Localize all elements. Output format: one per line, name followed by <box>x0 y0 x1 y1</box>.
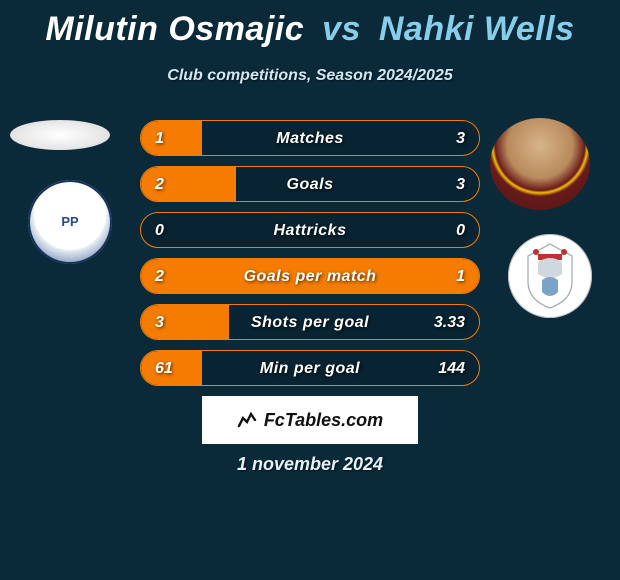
vs-separator: vs <box>322 10 361 48</box>
stats-panel: 1Matches32Goals30Hattricks02Goals per ma… <box>140 120 480 396</box>
stat-label: Matches <box>141 121 479 155</box>
stat-value-right: 0 <box>456 213 465 247</box>
player1-club-crest <box>28 180 112 264</box>
stat-row: 0Hattricks0 <box>140 212 480 248</box>
stat-label: Hattricks <box>141 213 479 247</box>
player1-avatar <box>10 120 110 150</box>
stat-row: 3Shots per goal3.33 <box>140 304 480 340</box>
stat-label: Shots per goal <box>141 305 479 339</box>
snapshot-date: 1 november 2024 <box>0 454 620 475</box>
stat-value-right: 3.33 <box>434 305 465 339</box>
player2-name: Nahki Wells <box>379 10 575 48</box>
stat-value-right: 144 <box>438 351 465 385</box>
stat-label: Goals <box>141 167 479 201</box>
player2-avatar <box>490 118 590 210</box>
player2-club-crest <box>508 234 592 318</box>
stat-value-right: 3 <box>456 121 465 155</box>
source-text: FcTables.com <box>264 410 383 430</box>
comparison-subtitle: Club competitions, Season 2024/2025 <box>0 67 620 85</box>
fctables-logo: FcTables.com <box>237 410 383 431</box>
stat-row: 1Matches3 <box>140 120 480 156</box>
stat-value-right: 1 <box>456 259 465 293</box>
stat-value-right: 3 <box>456 167 465 201</box>
comparison-title: Milutin Osmajic vs Nahki Wells <box>0 0 620 49</box>
stat-row: 61Min per goal144 <box>140 350 480 386</box>
player1-name: Milutin Osmajic <box>45 10 304 48</box>
stat-label: Min per goal <box>141 351 479 385</box>
stat-row: 2Goals per match1 <box>140 258 480 294</box>
stat-row: 2Goals3 <box>140 166 480 202</box>
stat-label: Goals per match <box>141 259 479 293</box>
source-badge: FcTables.com <box>202 396 418 444</box>
